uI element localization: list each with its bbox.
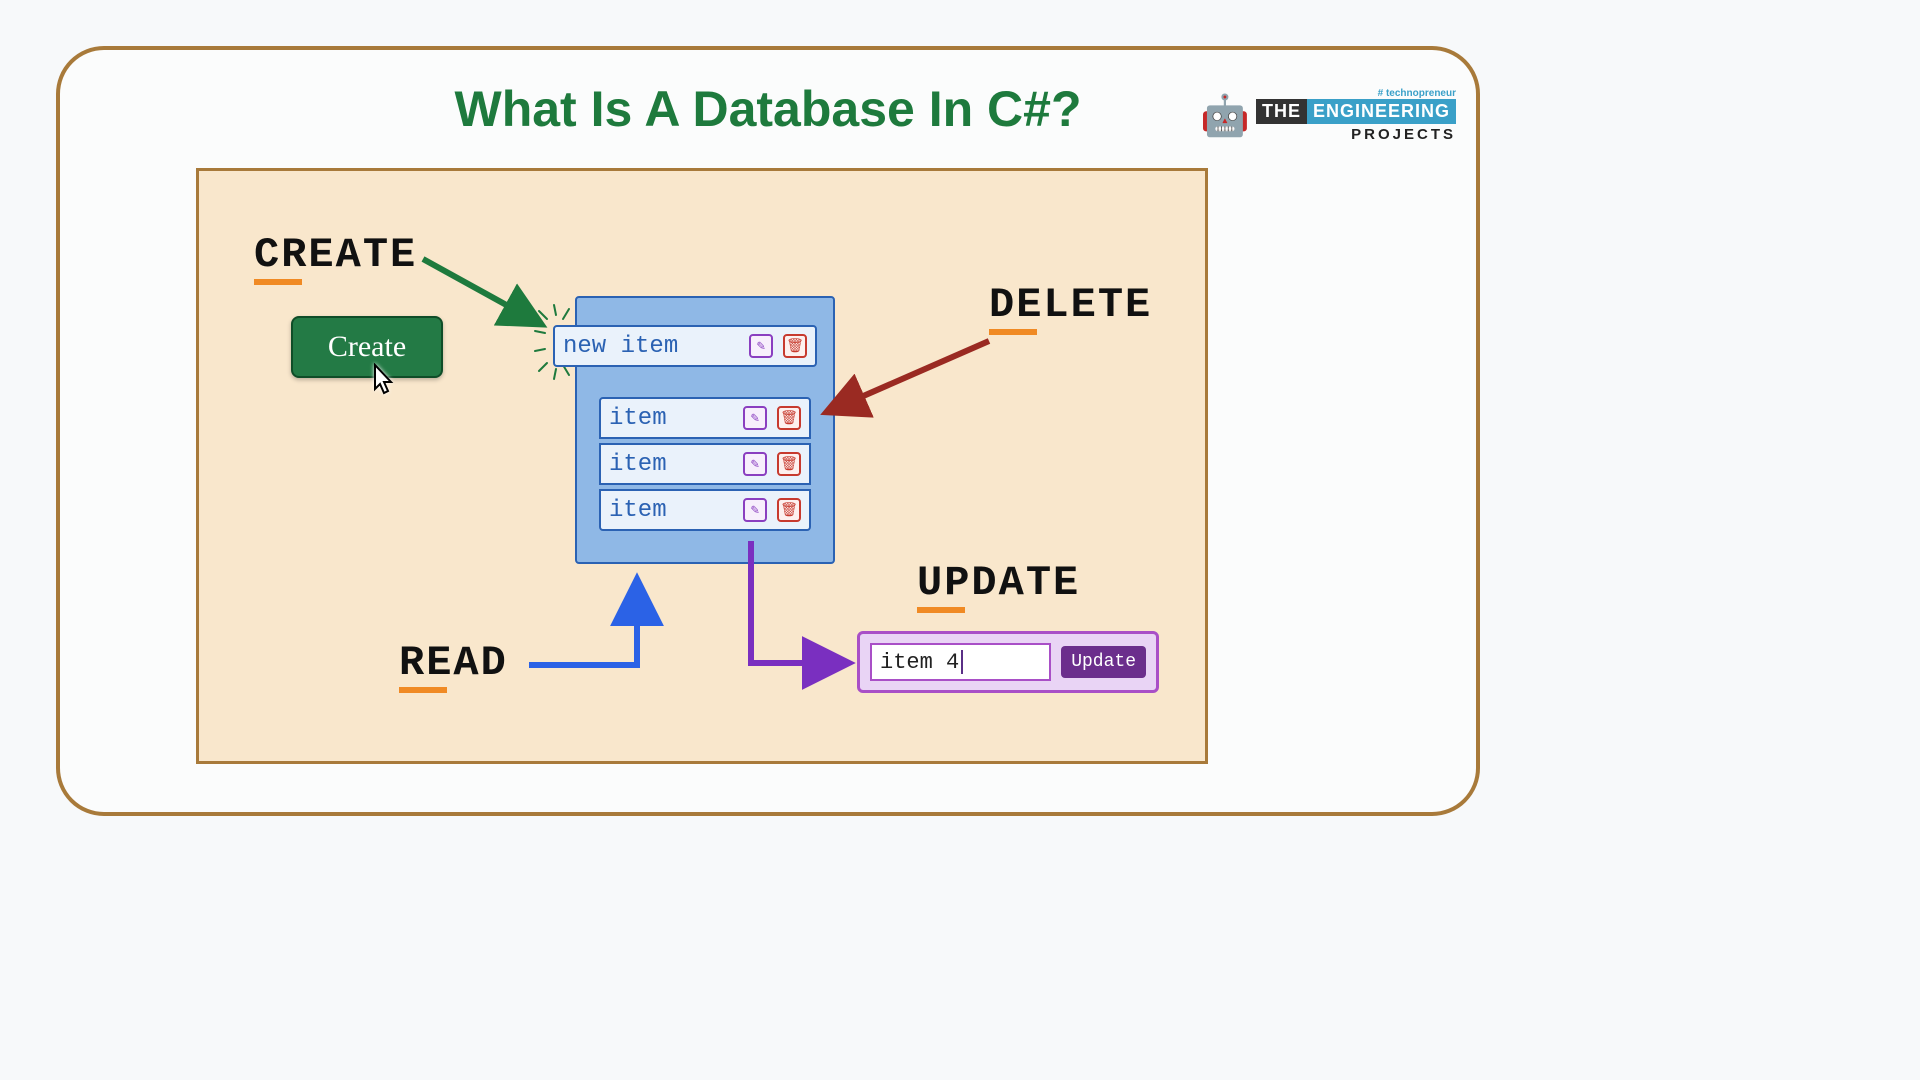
pencil-icon[interactable]: ✎ <box>743 452 767 476</box>
robot-icon: 🤖 <box>1200 96 1250 136</box>
update-panel: item 4 Update <box>857 631 1159 693</box>
pencil-icon[interactable]: ✎ <box>743 406 767 430</box>
logo-the: THE <box>1256 99 1307 124</box>
trash-icon[interactable]: 🗑 <box>777 498 801 522</box>
delete-arrow <box>829 341 989 411</box>
read-arrow <box>529 583 637 665</box>
trash-icon[interactable]: 🗑 <box>777 452 801 476</box>
delete-label: DELETE <box>989 281 1152 335</box>
item-row: item ✎ 🗑 <box>599 397 811 439</box>
cursor-icon <box>367 363 399 408</box>
item-label: item <box>609 497 737 524</box>
update-button[interactable]: Update <box>1061 646 1146 678</box>
read-label: READ <box>399 639 508 693</box>
trash-icon[interactable]: 🗑 <box>777 406 801 430</box>
logo-tagline: # technopreneur <box>1378 88 1456 99</box>
page-title: What Is A Database In C#? <box>455 80 1082 138</box>
new-item-row: new item ✎ 🗑 <box>553 325 817 367</box>
item-label: item <box>609 451 737 478</box>
pencil-icon[interactable]: ✎ <box>743 498 767 522</box>
crud-diagram: CREATE DELETE READ UPDATE Create new ite… <box>196 168 1208 764</box>
item-row: item ✎ 🗑 <box>599 489 811 531</box>
logo: 🤖 # technopreneur THE ENGINEERING PROJEC… <box>1200 88 1456 143</box>
create-arrow <box>423 259 539 323</box>
new-item-label: new item <box>563 333 743 360</box>
item-label: item <box>609 405 737 432</box>
logo-projects: PROJECTS <box>1351 126 1456 143</box>
create-label: CREATE <box>254 231 417 285</box>
item-row: item ✎ 🗑 <box>599 443 811 485</box>
update-label: UPDATE <box>917 559 1080 613</box>
trash-icon[interactable]: 🗑 <box>783 334 807 358</box>
logo-engineering: ENGINEERING <box>1307 99 1456 124</box>
pencil-icon[interactable]: ✎ <box>749 334 773 358</box>
update-input[interactable]: item 4 <box>870 643 1051 681</box>
